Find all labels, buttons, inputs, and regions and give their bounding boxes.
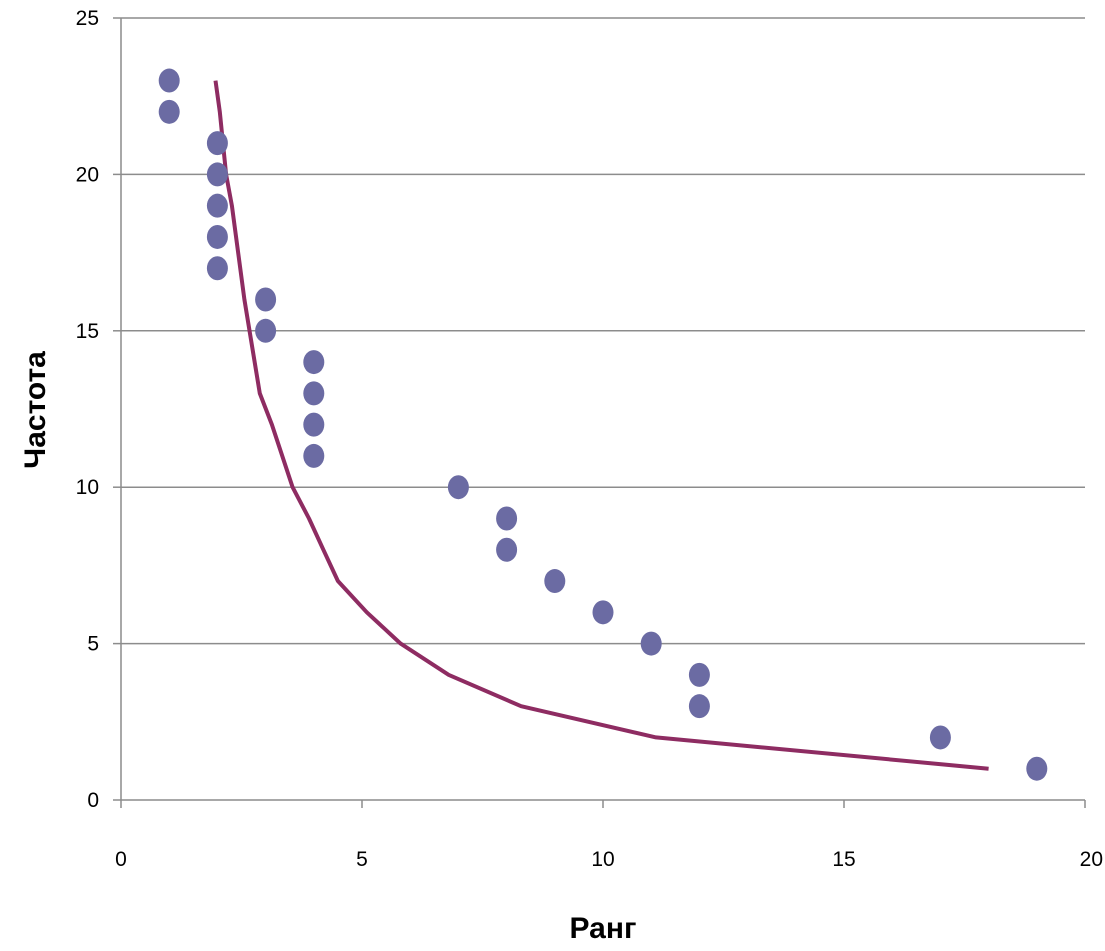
x-tick-label: 10 xyxy=(591,848,614,871)
data-point xyxy=(592,600,614,625)
data-point xyxy=(1026,756,1048,781)
data-point xyxy=(929,725,951,750)
y-tick-label: 5 xyxy=(87,633,99,656)
y-tick-label: 10 xyxy=(76,476,99,499)
data-point xyxy=(255,287,277,312)
data-point xyxy=(206,224,228,249)
x-tick-label: 20 xyxy=(1080,848,1103,871)
data-point xyxy=(206,162,228,187)
data-point xyxy=(496,506,518,531)
data-point xyxy=(447,475,469,500)
trend-line xyxy=(213,80,989,771)
x-tick-label: 15 xyxy=(832,848,855,871)
data-points xyxy=(158,68,1048,781)
data-point xyxy=(303,350,325,375)
x-tick-labels: 0 5 10 15 20 xyxy=(115,848,1103,871)
y-tick-label: 0 xyxy=(87,789,99,812)
x-axis-title: Ранг xyxy=(570,912,637,945)
axes xyxy=(113,17,1086,808)
data-point xyxy=(303,412,325,437)
data-point xyxy=(255,318,277,343)
data-point xyxy=(544,569,566,594)
data-point xyxy=(158,68,180,93)
y-axis-title: Частота xyxy=(19,351,52,469)
data-point xyxy=(496,537,518,562)
y-tick-label: 25 xyxy=(76,7,99,30)
data-point xyxy=(206,256,228,281)
data-point xyxy=(206,193,228,218)
data-point xyxy=(640,631,662,656)
data-point xyxy=(303,443,325,468)
gridlines xyxy=(121,17,1085,645)
data-point xyxy=(688,694,710,719)
data-point xyxy=(158,99,180,124)
y-tick-label: 15 xyxy=(76,320,99,343)
x-tick-label: 0 xyxy=(115,848,127,871)
y-tick-labels: 0 5 10 15 20 25 xyxy=(76,7,99,812)
data-point xyxy=(303,381,325,406)
y-tick-label: 20 xyxy=(76,163,99,186)
trend-line-path xyxy=(213,80,989,771)
data-point xyxy=(206,131,228,156)
x-tick-label: 5 xyxy=(356,848,368,871)
data-point xyxy=(688,662,710,687)
